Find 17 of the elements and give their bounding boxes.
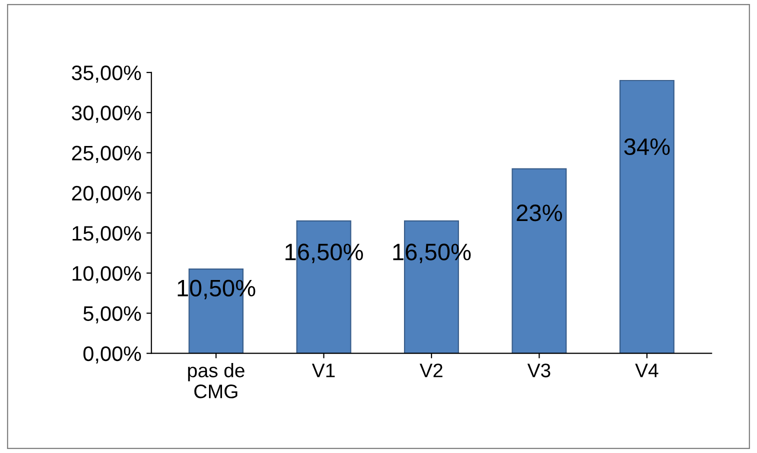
x-tick-label: pas de CMG: [188, 363, 244, 398]
x-tick-label: V1: [312, 364, 335, 378]
y-tick-label: 25,00%: [72, 146, 141, 163]
x-tick-label: V4: [635, 364, 658, 378]
y-tick-label: 5,00%: [83, 306, 141, 324]
y-tick-label: 15,00%: [72, 226, 141, 244]
data-label: 34%: [624, 138, 670, 156]
y-tick-label: 30,00%: [72, 106, 141, 123]
x-tick-label: V3: [527, 364, 550, 378]
bar: [619, 80, 674, 354]
y-tick-label: 0,00%: [83, 346, 141, 364]
bar: [512, 168, 567, 354]
y-tick-label: 20,00%: [72, 186, 141, 204]
data-label: 23%: [516, 204, 562, 222]
y-tick-label: 35,00%: [72, 65, 141, 83]
y-tick-label: 10,00%: [72, 266, 141, 284]
x-tick-label: V2: [420, 364, 442, 378]
